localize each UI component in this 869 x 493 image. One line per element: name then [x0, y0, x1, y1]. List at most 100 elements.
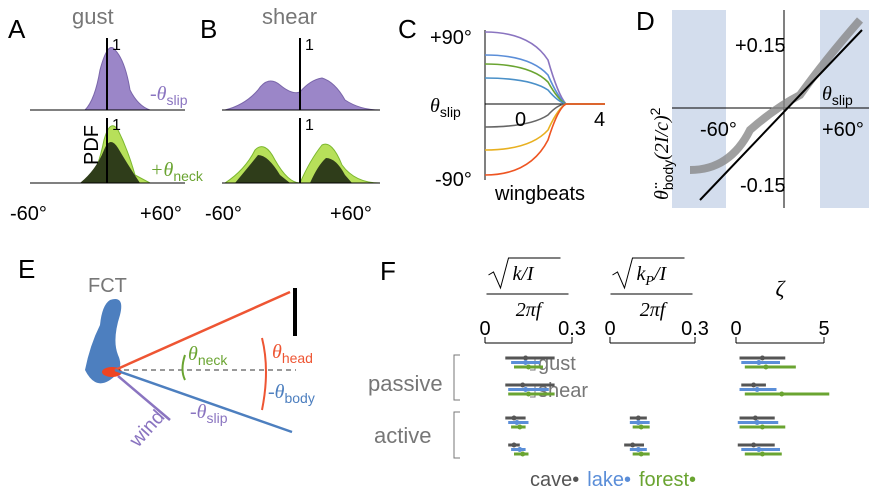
series-name: -θslip — [150, 83, 188, 108]
panel-e: E FCT θneck θhead -θbody -θslip wind — [18, 254, 315, 452]
curve — [485, 78, 605, 104]
curve — [485, 104, 605, 127]
mean-point — [512, 416, 517, 421]
numerator-sub: P — [644, 274, 654, 289]
mean-point — [630, 443, 635, 448]
subscript: neck — [198, 352, 229, 368]
mean-point — [636, 447, 641, 452]
panel-label: E — [18, 254, 35, 284]
tick-label: -90° — [435, 169, 472, 191]
subscript: body — [284, 390, 314, 406]
angle — [183, 355, 186, 380]
tick-label: +90° — [430, 27, 472, 49]
label: FCT — [88, 275, 127, 297]
tick-label: 0 — [515, 109, 526, 131]
subscript: slip — [832, 92, 853, 108]
expression: (2I/c) — [651, 115, 673, 160]
symbol: θ — [188, 343, 198, 365]
curve — [485, 64, 605, 104]
axis-label: PDF — [81, 125, 103, 165]
symbol: θ — [822, 83, 832, 105]
tick-label: 1 — [112, 117, 121, 134]
tick-label: -60° — [10, 203, 47, 225]
curve — [485, 32, 605, 104]
label: -θslip — [190, 401, 228, 426]
legend-item: forest — [639, 469, 689, 491]
tick-label: -0.15 — [740, 175, 786, 197]
group-label: active — [374, 423, 431, 448]
angle — [262, 338, 266, 410]
tick-label: 1 — [305, 117, 314, 134]
subscript: head — [282, 350, 313, 366]
panel-b: B shear 1 1 -60° +60° — [200, 4, 380, 225]
legend-dot: • — [624, 469, 631, 491]
panel-a: A gust 1 -θslip 1 PDF +θneck -60° +60° — [8, 4, 204, 225]
tick-label: +60° — [140, 203, 182, 225]
shade — [672, 10, 726, 208]
metric-symbol: ζ — [776, 276, 787, 301]
curve — [485, 104, 605, 175]
mean-point — [753, 416, 758, 421]
mean-point — [520, 383, 525, 388]
mean-point — [779, 392, 784, 397]
condition-label: gust — [538, 353, 576, 375]
tick-label: 0.3 — [681, 318, 709, 340]
mean-point — [636, 420, 641, 425]
panel-label: D — [636, 6, 655, 36]
mean-point — [517, 447, 522, 452]
tick-label: 5 — [818, 318, 829, 340]
figure: A gust 1 -θslip 1 PDF +θneck -60° +60° B… — [0, 0, 869, 493]
mean-point — [520, 452, 525, 457]
bracket — [454, 355, 460, 458]
series-name: +θneck — [150, 159, 204, 184]
tick-label: +0.15 — [735, 35, 786, 57]
mean-point — [526, 392, 531, 397]
legend: cave•lake•forest• — [530, 469, 696, 491]
symbol: θ — [430, 95, 440, 117]
panel-f: F passive active gust shear cave•lake•fo… — [368, 256, 830, 491]
subscript: slip — [206, 410, 227, 426]
numerator-rest: /I — [653, 263, 668, 285]
axis-label: θ̈body(2I/c)2 — [647, 107, 676, 200]
label: -θbody — [268, 381, 315, 406]
panel-title: gust — [72, 4, 114, 29]
panel-title: shear — [262, 4, 317, 29]
symbol: θ — [272, 341, 282, 363]
tick-label: 0 — [479, 318, 490, 340]
mean-point — [755, 387, 760, 392]
mean-point — [514, 420, 519, 425]
mean-point — [760, 356, 765, 361]
subscript: slip — [440, 104, 461, 120]
power: 2 — [647, 107, 663, 115]
tick-label: 0 — [604, 318, 615, 340]
mean-point — [523, 360, 528, 365]
mean-point — [751, 443, 756, 448]
legend-item: cave — [530, 469, 572, 491]
mean-point — [517, 425, 522, 430]
tick-label: 4 — [594, 109, 605, 131]
subscript: slip — [166, 92, 187, 108]
mean-point — [763, 365, 768, 370]
mean-point — [639, 452, 644, 457]
tick-label: 0.3 — [558, 318, 586, 340]
subscript: neck — [173, 168, 204, 184]
subscript: body — [660, 160, 676, 190]
mean-point — [760, 425, 765, 430]
mean-point — [523, 387, 528, 392]
mean-point — [760, 452, 765, 457]
symbol: -θ — [150, 83, 167, 105]
symbol: +θ — [150, 159, 173, 181]
symbol: -θ — [190, 401, 207, 423]
label: θhead — [272, 341, 313, 366]
tick-label: 1 — [305, 37, 314, 54]
panel-label: A — [8, 14, 26, 44]
tick-label: -60° — [205, 203, 242, 225]
legend-item: lake — [587, 469, 624, 491]
tick-label: 1 — [112, 37, 121, 54]
mean-point — [751, 383, 756, 388]
tick-label: +60° — [822, 119, 864, 141]
mean-point — [636, 416, 641, 421]
panel-d: D +0.15 -0.15 -60° +60° θslip θ̈body(2I/… — [636, 6, 869, 208]
denominator: 2πf — [640, 299, 668, 321]
mean-point — [523, 356, 528, 361]
